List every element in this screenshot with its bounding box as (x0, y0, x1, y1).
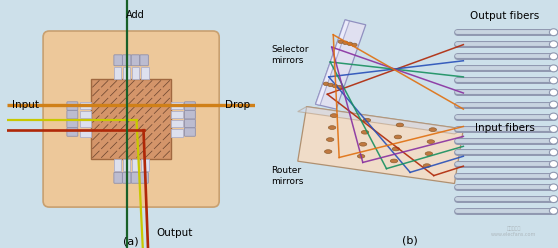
Ellipse shape (361, 130, 369, 134)
FancyBboxPatch shape (185, 128, 195, 136)
Circle shape (550, 41, 557, 48)
Ellipse shape (425, 152, 432, 155)
Ellipse shape (325, 150, 332, 154)
Bar (123, 159, 130, 171)
Circle shape (550, 101, 557, 108)
Ellipse shape (338, 40, 343, 43)
Circle shape (550, 113, 557, 120)
Bar (114, 159, 121, 171)
FancyBboxPatch shape (140, 55, 148, 66)
Bar (123, 67, 130, 79)
FancyBboxPatch shape (67, 128, 78, 136)
Bar (132, 67, 140, 79)
Ellipse shape (323, 82, 329, 86)
Polygon shape (315, 20, 366, 109)
Ellipse shape (392, 147, 400, 151)
Text: Drop: Drop (225, 100, 250, 110)
Circle shape (550, 53, 557, 60)
FancyBboxPatch shape (67, 119, 78, 127)
Circle shape (550, 125, 557, 132)
Bar (132, 159, 140, 171)
Bar (171, 120, 182, 127)
Polygon shape (298, 107, 463, 134)
Ellipse shape (326, 138, 334, 141)
Bar (141, 159, 148, 171)
FancyBboxPatch shape (131, 55, 140, 66)
FancyBboxPatch shape (43, 31, 219, 207)
Ellipse shape (429, 128, 436, 131)
Text: Input fibers: Input fibers (475, 123, 535, 133)
FancyBboxPatch shape (185, 111, 195, 119)
Text: (a): (a) (123, 237, 139, 247)
Circle shape (550, 137, 557, 144)
Circle shape (550, 149, 557, 156)
Bar (80, 111, 92, 118)
Ellipse shape (337, 85, 342, 89)
Ellipse shape (347, 42, 353, 46)
Circle shape (550, 184, 557, 191)
Circle shape (550, 207, 557, 214)
Bar (171, 102, 182, 109)
Ellipse shape (333, 84, 338, 88)
Bar (80, 129, 92, 136)
Text: Add: Add (126, 10, 144, 20)
Bar (80, 120, 92, 127)
FancyBboxPatch shape (131, 172, 140, 183)
Polygon shape (298, 107, 463, 184)
Bar (114, 67, 121, 79)
Ellipse shape (328, 83, 333, 87)
Ellipse shape (329, 126, 336, 129)
FancyBboxPatch shape (114, 172, 122, 183)
Ellipse shape (358, 155, 365, 158)
Circle shape (550, 77, 557, 84)
Text: Input: Input (12, 100, 39, 110)
Bar (80, 102, 92, 109)
Text: (b): (b) (402, 236, 418, 246)
Ellipse shape (330, 114, 338, 118)
Ellipse shape (363, 118, 371, 122)
Circle shape (550, 29, 557, 36)
Text: Selector
mirrors: Selector mirrors (271, 44, 309, 65)
FancyBboxPatch shape (185, 102, 195, 110)
Ellipse shape (390, 159, 398, 163)
FancyBboxPatch shape (185, 119, 195, 127)
Circle shape (550, 172, 557, 179)
Bar (141, 67, 148, 79)
FancyBboxPatch shape (123, 172, 131, 183)
FancyBboxPatch shape (114, 55, 122, 66)
Bar (171, 111, 182, 118)
Text: Output: Output (156, 228, 193, 238)
Ellipse shape (394, 135, 402, 139)
Ellipse shape (352, 43, 357, 47)
Circle shape (550, 89, 557, 96)
FancyBboxPatch shape (67, 111, 78, 119)
Polygon shape (315, 20, 349, 105)
Circle shape (550, 65, 557, 72)
Ellipse shape (359, 142, 367, 146)
Text: 电子发烧友
www.elecfans.com: 电子发烧友 www.elecfans.com (491, 226, 536, 237)
Text: Output fibers: Output fibers (470, 11, 540, 21)
FancyBboxPatch shape (67, 102, 78, 110)
Bar (92, 79, 171, 159)
Bar (171, 129, 182, 136)
Text: Router
mirrors: Router mirrors (271, 166, 304, 186)
Ellipse shape (427, 140, 435, 144)
FancyBboxPatch shape (123, 55, 131, 66)
Ellipse shape (343, 41, 348, 44)
Ellipse shape (396, 123, 403, 127)
Circle shape (550, 196, 557, 203)
Circle shape (550, 160, 557, 167)
FancyBboxPatch shape (140, 172, 148, 183)
Ellipse shape (423, 164, 431, 167)
